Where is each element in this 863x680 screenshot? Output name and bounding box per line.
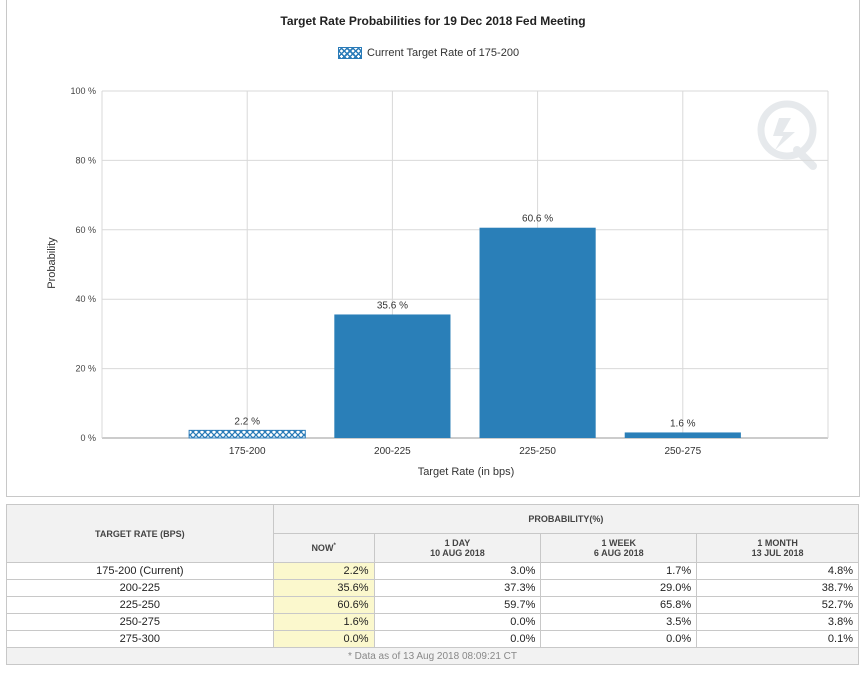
x-tick-label: 175-200 bbox=[229, 446, 266, 457]
rate-cell: 200-225 bbox=[6, 579, 274, 597]
probability-cell: 3.8% bbox=[696, 613, 859, 631]
column-header: 1 WEEK 6 AUG 2018 bbox=[540, 533, 698, 563]
probability-cell: 0.0% bbox=[373, 613, 542, 631]
probability-cell: 60.6% bbox=[272, 596, 375, 614]
rate-cell: 175-200 (Current) bbox=[6, 562, 274, 580]
column-header: 1 DAY 10 AUG 2018 bbox=[373, 533, 542, 563]
probability-header: PROBABILITY(%) bbox=[272, 504, 860, 534]
watermark-logo-icon bbox=[757, 100, 817, 170]
y-tick-label: 100 % bbox=[70, 86, 96, 96]
data-label: 60.6 % bbox=[522, 214, 553, 225]
x-axis-label: Target Rate (in bps) bbox=[418, 466, 515, 478]
y-tick-label: 20 % bbox=[75, 364, 96, 374]
probability-cell: 37.3% bbox=[373, 579, 542, 597]
bar-200-225[interactable] bbox=[334, 314, 451, 438]
bar-225-250[interactable] bbox=[479, 227, 596, 438]
table-row: 225-250 60.6% 59.7% 65.8% 52.7% bbox=[6, 596, 859, 614]
chart-legend[interactable]: Current Target Rate of 175-200 bbox=[338, 47, 519, 59]
probability-cell: 0.0% bbox=[373, 630, 542, 648]
table-row: 275-300 0.0% 0.0% 0.0% 0.1% bbox=[6, 630, 859, 648]
table-row: 200-225 35.6% 37.3% 29.0% 38.7% bbox=[6, 579, 859, 597]
target-rate-header: TARGET RATE (BPS) bbox=[6, 504, 274, 563]
probability-cell: 3.5% bbox=[540, 613, 698, 631]
probability-cell: 0.0% bbox=[540, 630, 698, 648]
table-row: 175-200 (Current) 2.2% 3.0% 1.7% 4.8% bbox=[6, 562, 859, 580]
probability-table: TARGET RATE (BPS) PROBABILITY(%) NOW* 1 D… bbox=[6, 504, 860, 665]
rate-cell: 275-300 bbox=[6, 630, 274, 648]
probability-cell: 29.0% bbox=[540, 579, 698, 597]
bar-175-200[interactable] bbox=[188, 429, 306, 439]
table-row: 250-275 1.6% 0.0% 3.5% 3.8% bbox=[6, 613, 859, 631]
bar-chart: 0 % 20 % 40 % 60 % 80 % 100 % 2.2 % 175-200 35.6… bbox=[46, 86, 829, 478]
legend-label: Current Target Rate of 175-200 bbox=[367, 47, 520, 59]
data-label: 1.6 % bbox=[670, 418, 696, 429]
y-tick-label: 40 % bbox=[75, 294, 96, 304]
probability-cell: 4.8% bbox=[696, 562, 859, 580]
footnote: * Data as of 13 Aug 2018 08:09:21 CT bbox=[6, 647, 859, 665]
probability-table-wrap: TARGET RATE (BPS) PROBABILITY(%) NOW* 1 D… bbox=[6, 504, 860, 665]
bar-250-275[interactable] bbox=[624, 432, 741, 438]
probability-cell: 3.0% bbox=[373, 562, 542, 580]
x-tick-label: 225-250 bbox=[519, 446, 556, 457]
probability-cell: 1.7% bbox=[540, 562, 698, 580]
probability-cell: 38.7% bbox=[696, 579, 859, 597]
probability-cell: 1.6% bbox=[272, 613, 375, 631]
data-label: 2.2 % bbox=[234, 416, 260, 427]
y-tick-label: 0 % bbox=[80, 433, 96, 443]
probability-cell: 0.0% bbox=[272, 630, 375, 648]
y-tick-label: 80 % bbox=[75, 155, 96, 165]
data-label: 35.6 % bbox=[377, 300, 408, 311]
rate-cell: 225-250 bbox=[6, 596, 274, 614]
y-tick-label: 60 % bbox=[75, 225, 96, 235]
x-tick-label: 250-275 bbox=[664, 446, 701, 457]
rate-cell: 250-275 bbox=[6, 613, 274, 631]
probability-cell: 35.6% bbox=[272, 579, 375, 597]
probability-cell: 2.2% bbox=[272, 562, 375, 580]
y-axis-label: Probability bbox=[46, 237, 58, 289]
probability-cell: 59.7% bbox=[373, 596, 542, 614]
column-header: 1 MONTH 13 JUL 2018 bbox=[696, 533, 859, 563]
probability-cell: 65.8% bbox=[540, 596, 698, 614]
chart-title: Target Rate Probabilities for 19 Dec 201… bbox=[280, 14, 586, 28]
column-header: NOW* bbox=[272, 533, 375, 563]
legend-swatch bbox=[338, 47, 362, 59]
x-tick-label: 200-225 bbox=[374, 446, 411, 457]
probability-cell: 52.7% bbox=[696, 596, 859, 614]
chart-panel: Target Rate Probabilities for 19 Dec 201… bbox=[6, 0, 860, 497]
probability-cell: 0.1% bbox=[696, 630, 859, 648]
